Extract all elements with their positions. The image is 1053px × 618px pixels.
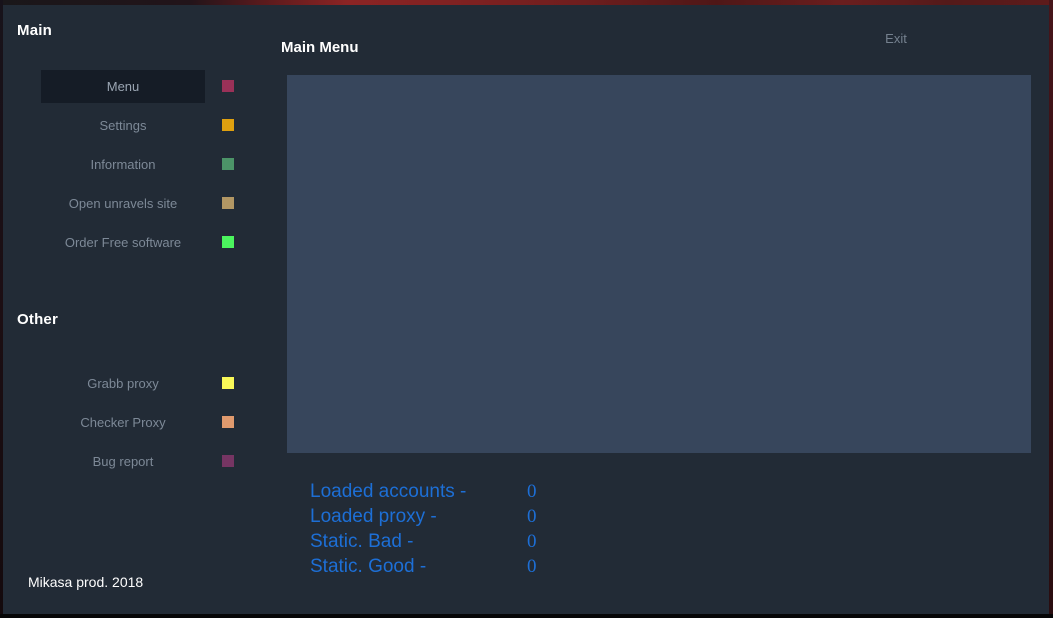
bug-report-color-square — [222, 455, 234, 467]
window-bottom-border — [0, 614, 1053, 618]
stat-row-static-good: Static. Good - 0 — [310, 556, 710, 581]
sidebar-item-menu[interactable]: Menu — [41, 70, 205, 103]
sidebar-item-order-free-software[interactable]: Order Free software — [64, 235, 182, 250]
page-title: Main Menu — [281, 39, 359, 56]
static-bad-value: 0 — [527, 531, 537, 552]
exit-button[interactable]: Exit — [866, 28, 926, 50]
order-free-software-color-square — [222, 236, 234, 248]
static-good-label: Static. Good - — [310, 556, 427, 577]
static-bad-label: Static. Bad - — [310, 531, 414, 552]
stat-row-static-bad: Static. Bad - 0 — [310, 531, 710, 556]
open-unravels-site-color-square — [222, 197, 234, 209]
window-left-border — [0, 0, 3, 618]
credits-text: Mikasa prod. 2018 — [28, 574, 144, 590]
loaded-proxy-value: 0 — [527, 506, 537, 527]
sidebar-section-title-other: Other — [17, 311, 59, 328]
stats-block: Loaded accounts - 0 Loaded proxy - 0 Sta… — [310, 481, 710, 581]
stat-row-loaded-proxy: Loaded proxy - 0 — [310, 506, 710, 531]
main-menu-panel — [287, 75, 1031, 453]
loaded-proxy-label: Loaded proxy - — [310, 506, 437, 527]
sidebar-item-information[interactable]: Information — [90, 157, 156, 172]
grabb-proxy-color-square — [222, 377, 234, 389]
stat-row-loaded-accounts: Loaded accounts - 0 — [310, 481, 710, 506]
sidebar-item-open-unravels-site[interactable]: Open unravels site — [68, 196, 178, 211]
sidebar-section-title-main: Main — [17, 22, 52, 39]
information-color-square — [222, 158, 234, 170]
loaded-accounts-value: 0 — [527, 481, 537, 502]
window-top-red-border — [0, 0, 1053, 5]
sidebar-item-bug-report[interactable]: Bug report — [92, 454, 154, 469]
menu-color-square — [222, 80, 234, 92]
sidebar-item-settings[interactable]: Settings — [99, 118, 147, 133]
window-right-border — [1049, 0, 1053, 618]
settings-color-square — [222, 119, 234, 131]
checker-proxy-color-square — [222, 416, 234, 428]
sidebar-item-grabb-proxy[interactable]: Grabb proxy — [87, 376, 159, 391]
static-good-value: 0 — [527, 556, 537, 577]
loaded-accounts-label: Loaded accounts - — [310, 481, 467, 502]
sidebar-item-checker-proxy[interactable]: Checker Proxy — [80, 415, 166, 430]
